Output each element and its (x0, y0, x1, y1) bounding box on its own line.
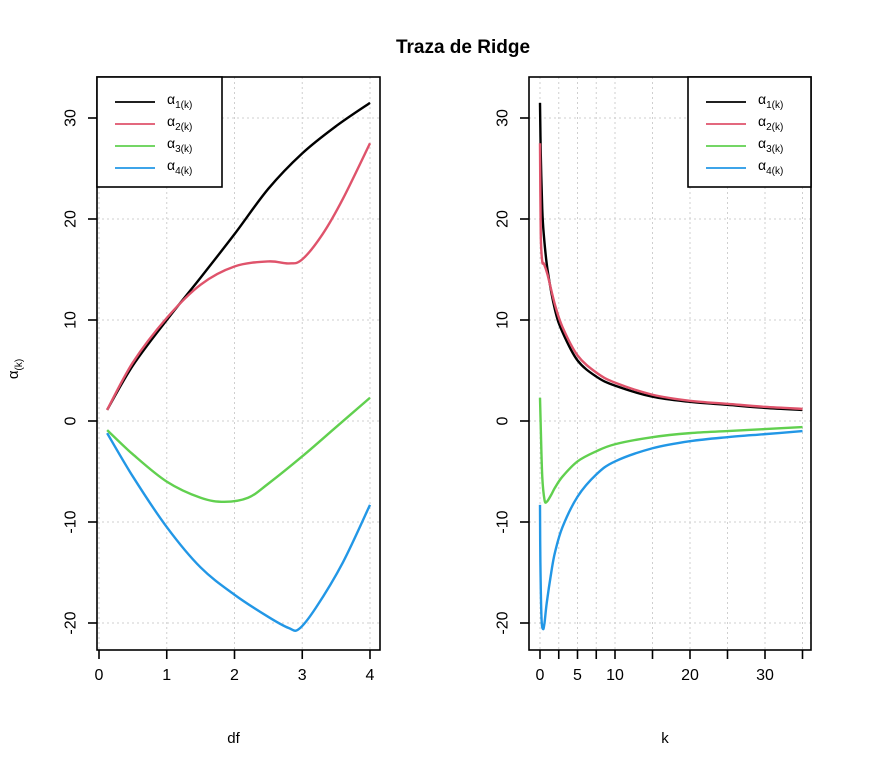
y-tick-label: 30 (63, 109, 80, 127)
y-tick-label: 20 (495, 210, 512, 228)
y-tick-label: 10 (63, 311, 80, 329)
legend: α1(k)α2(k)α3(k)α4(k) (687, 76, 812, 188)
legend-label: α2(k) (758, 113, 783, 133)
legend-label: α3(k) (758, 135, 783, 155)
x-tick-label: 4 (366, 667, 375, 684)
legend-box (687, 76, 812, 188)
series-line-3 (106, 396, 371, 504)
legend-label: α4(k) (167, 157, 192, 177)
x-tick-label: 10 (606, 667, 624, 684)
x-tick-label: 3 (298, 667, 307, 684)
series-line-4 (538, 429, 803, 631)
legend-box (96, 76, 223, 188)
y-tick-label: 0 (63, 416, 80, 425)
figure-title: Traza de Ridge (396, 37, 530, 58)
y-tick-label: -20 (495, 611, 512, 634)
legend-label: α1(k) (758, 91, 783, 111)
legend: α1(k)α2(k)α3(k)α4(k) (96, 76, 223, 188)
x-axis-label: k (661, 730, 669, 747)
y-tick-label: 30 (495, 109, 512, 127)
plot-frame (96, 76, 381, 651)
y-tick-label: 10 (495, 311, 512, 329)
x-tick-label: 30 (756, 667, 774, 684)
y-tick-label: -10 (63, 510, 80, 533)
panel-df: 0 1 2 3 4 -20 -10 0 10 20 30 df α1(k)α2(k)α3(k)α4(k) (63, 76, 381, 747)
panel-k: 0 5 10 20 30 -20 -10 0 10 20 30 k α1(k)α2(k)α3(k)α4(… (495, 76, 812, 747)
x-tick-label: 1 (162, 667, 171, 684)
y-tick-label: 0 (495, 416, 512, 425)
y-tick-label: -20 (63, 611, 80, 634)
y-axis-label: α(k) (5, 359, 25, 379)
y-tick-label: -10 (495, 510, 512, 533)
series-line-2 (538, 143, 803, 411)
x-axis-label: df (227, 730, 240, 747)
series-line-2 (106, 142, 372, 411)
x-tick-label: 5 (573, 667, 582, 684)
legend-label: α2(k) (167, 113, 192, 133)
legend-label: α3(k) (167, 135, 192, 155)
legend-label: α4(k) (758, 157, 783, 177)
x-tick-label: 0 (536, 667, 545, 684)
series-line-4 (106, 432, 372, 632)
y-tick-label: 20 (63, 210, 80, 228)
series-line-3 (538, 397, 803, 504)
x-tick-label: 20 (681, 667, 699, 684)
plot-frame (528, 76, 812, 651)
legend-label: α1(k) (167, 91, 192, 111)
x-tick-label: 2 (230, 667, 239, 684)
x-tick-label: 0 (95, 667, 104, 684)
series-line-1 (106, 101, 371, 411)
